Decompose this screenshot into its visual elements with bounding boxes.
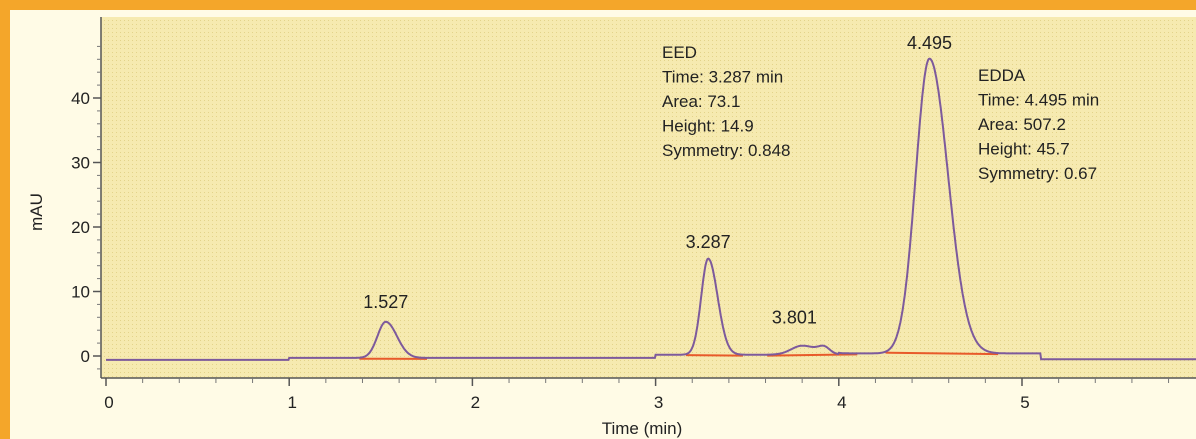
baseline-peak-3.801	[767, 353, 858, 357]
annotation-line: Symmetry: 0.848	[662, 141, 791, 160]
x-tick-label-3: 3	[654, 393, 663, 412]
y-tick-label-0: 0	[81, 347, 90, 366]
baseline-peak-4.495	[885, 351, 999, 356]
annotation-line: EDDA	[978, 66, 1026, 85]
x-tick-label-0: 0	[104, 393, 113, 412]
signal-trace	[106, 57, 1196, 361]
peak-label-1.527: 1.527	[363, 292, 408, 312]
x-tick-label-4: 4	[837, 393, 846, 412]
annotation-line: Symmetry: 0.67	[978, 164, 1097, 183]
annotation-line: EED	[662, 43, 697, 62]
y-tick-label-10: 10	[71, 283, 90, 302]
peak-baselines	[359, 351, 999, 360]
peak-label-3.801: 3.801	[772, 307, 817, 327]
annotation-line: Area: 73.1	[662, 92, 740, 111]
annotation-eed: EED Time: 3.287 min Area: 73.1 Height: 14.9…	[662, 43, 791, 160]
peak-label-4.495: 4.495	[907, 33, 952, 53]
annotation-line: Height: 45.7	[978, 140, 1070, 159]
peak-label-3.287: 3.287	[686, 232, 731, 252]
annotation-line: Time: 4.495 min	[978, 91, 1099, 110]
plot-area	[101, 17, 1196, 378]
x-axis-title: Time (min)	[602, 419, 683, 438]
y-tick-label-20: 20	[71, 218, 90, 237]
y-tick-label-40: 40	[71, 89, 90, 108]
peak-labels: 1.527 3.287 3.801 4.495	[363, 33, 952, 327]
x-tick-label-2: 2	[471, 393, 480, 412]
x-tick-label-1: 1	[287, 393, 296, 412]
x-tick-label-5: 5	[1020, 393, 1029, 412]
annotation-line: Height: 14.9	[662, 117, 754, 136]
annotation-edda: EDDA Time: 4.495 min Area: 507.2 Height: 45…	[978, 66, 1099, 183]
y-tick-label-30: 30	[71, 154, 90, 173]
annotation-line: Area: 507.2	[978, 115, 1066, 134]
annotation-line: Time: 3.287 min	[662, 68, 783, 87]
y-axis-title: mAU	[27, 193, 46, 231]
y-ticks: 0 10 20 30 40	[71, 45, 101, 370]
x-ticks: 0 1 2 3 4 5	[104, 378, 1170, 412]
